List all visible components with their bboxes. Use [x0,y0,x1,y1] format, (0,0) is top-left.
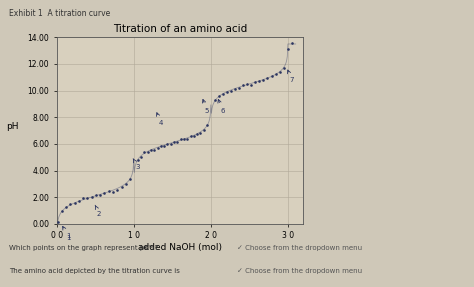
Title: Titration of an amino acid: Titration of an amino acid [113,24,247,34]
Point [215,94,223,99]
Point [100,191,108,196]
Point [284,47,292,52]
Point [231,87,239,91]
Text: ✓ Choose from the dropdown menu: ✓ Choose from the dropdown menu [237,245,362,251]
Point [167,141,174,146]
Point [203,123,211,128]
Point [260,78,267,82]
Point [235,85,243,90]
Text: 1: 1 [63,226,71,239]
Point [183,136,191,141]
Text: 2: 2 [95,205,101,216]
Point [223,90,231,94]
Point [122,182,129,187]
Point [244,82,251,87]
Point [92,193,100,197]
Point [193,131,201,136]
Point [88,195,96,200]
Point [150,147,158,152]
Text: ✓ Choose from the dropdown menu: ✓ Choose from the dropdown menu [237,268,362,274]
Text: Which points on the graph represent pK’s?: Which points on the graph represent pK’s… [9,245,159,251]
Point [141,150,148,154]
Point [255,79,263,84]
Point [197,131,204,136]
Text: Exhibit 1  A titration curve: Exhibit 1 A titration curve [9,9,111,18]
Point [54,220,62,224]
Point [280,65,288,70]
Point [160,144,168,148]
Point [67,201,74,206]
Point [63,205,70,209]
Point [170,140,178,145]
Point [173,139,181,144]
Point [276,70,283,75]
Text: 4: 4 [156,113,163,126]
X-axis label: added NaOH (mol): added NaOH (mol) [138,243,222,252]
Point [272,71,279,76]
Point [126,176,134,181]
Point [247,82,255,87]
Text: 3: 3 [133,159,140,170]
Point [75,199,83,204]
Text: 5: 5 [202,99,209,114]
Y-axis label: pH: pH [6,122,19,131]
Point [187,134,194,138]
Point [227,89,235,94]
Point [288,41,296,45]
Point [252,79,259,84]
Point [180,137,188,141]
Point [105,189,112,194]
Point [137,155,145,159]
Text: 7: 7 [287,70,294,83]
Point [109,189,117,194]
Point [113,187,121,192]
Point [84,195,91,200]
Point [264,75,271,80]
Point [154,146,161,150]
Point [211,98,219,103]
Point [157,144,164,148]
Point [239,83,247,87]
Text: 6: 6 [218,99,225,114]
Point [71,201,79,205]
Point [80,196,87,201]
Point [268,73,275,78]
Point [200,128,208,133]
Point [190,134,198,139]
Point [96,193,104,197]
Point [134,158,142,163]
Point [164,141,171,146]
Point [144,149,152,154]
Point [177,136,184,141]
Text: 1: 1 [66,235,71,241]
Point [147,148,155,152]
Point [118,185,125,189]
Point [219,92,227,96]
Point [58,209,66,214]
Text: The amino acid depicted by the titration curve is: The amino acid depicted by the titration… [9,268,180,274]
